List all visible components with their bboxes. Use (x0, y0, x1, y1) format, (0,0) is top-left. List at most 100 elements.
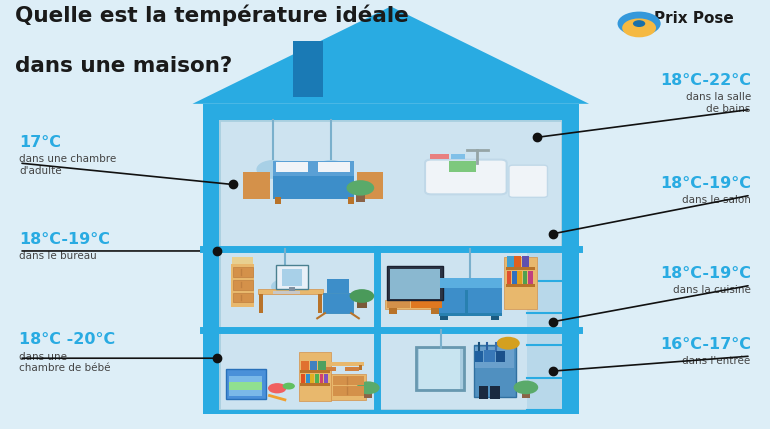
Circle shape (357, 381, 380, 394)
Bar (387, 301, 410, 308)
Circle shape (271, 279, 299, 294)
Bar (273, 161, 354, 176)
Bar (203, 410, 579, 414)
Bar (231, 264, 254, 307)
Bar (364, 391, 372, 398)
Bar (439, 278, 502, 288)
Text: 17°C: 17°C (19, 135, 62, 150)
Text: 16°C-17°C: 16°C-17°C (660, 337, 751, 352)
Bar (449, 161, 476, 172)
Bar (387, 266, 443, 300)
Bar (512, 271, 517, 284)
Bar (517, 271, 522, 284)
Bar (226, 369, 266, 399)
Bar (320, 362, 364, 366)
FancyBboxPatch shape (509, 165, 547, 197)
Text: dans le bureau: dans le bureau (19, 251, 97, 261)
Bar (479, 386, 488, 399)
Bar (293, 41, 323, 97)
Text: 18°C -20°C: 18°C -20°C (19, 332, 116, 347)
Circle shape (633, 20, 645, 27)
Bar (419, 349, 460, 389)
Bar (562, 104, 579, 410)
Bar (233, 293, 253, 302)
Circle shape (346, 180, 374, 196)
Bar (474, 345, 516, 397)
Circle shape (314, 160, 348, 179)
Bar (229, 382, 262, 390)
Bar (416, 347, 464, 390)
Bar (327, 279, 349, 293)
Bar (310, 374, 314, 383)
Bar (523, 271, 527, 284)
Bar (324, 374, 328, 383)
Bar (322, 367, 336, 371)
Bar (522, 256, 529, 267)
Bar (411, 301, 442, 308)
Bar (440, 316, 448, 320)
Bar (439, 288, 502, 314)
Bar (507, 256, 514, 267)
Bar (299, 352, 331, 401)
Bar (322, 365, 325, 370)
Bar (439, 313, 502, 316)
Text: 18°C-19°C: 18°C-19°C (19, 232, 110, 247)
Bar (273, 161, 354, 199)
Text: dans l'entrée: dans l'entrée (682, 356, 751, 366)
Bar (320, 374, 323, 383)
Bar (506, 267, 535, 270)
Bar (357, 172, 383, 199)
Bar (333, 386, 364, 396)
Bar (359, 365, 362, 370)
Circle shape (497, 337, 520, 350)
Bar (310, 361, 317, 370)
Bar (259, 294, 263, 313)
Bar (451, 154, 465, 159)
Circle shape (456, 279, 484, 294)
Bar (465, 290, 468, 313)
Bar (507, 271, 511, 284)
Bar (357, 299, 367, 308)
Bar (522, 391, 530, 398)
Bar (323, 293, 353, 313)
Bar (233, 267, 253, 277)
Circle shape (268, 383, 286, 393)
Bar (219, 120, 562, 410)
Bar (496, 351, 505, 362)
Bar (348, 197, 354, 204)
Circle shape (622, 18, 656, 37)
Bar (475, 347, 514, 368)
Bar (491, 316, 499, 320)
Bar (333, 376, 364, 385)
Text: dans la cuisine: dans la cuisine (673, 285, 751, 295)
Bar (431, 308, 439, 314)
Bar (490, 386, 500, 399)
Text: 18°C-22°C: 18°C-22°C (660, 73, 751, 88)
Bar (275, 197, 281, 204)
Bar (356, 193, 365, 202)
Text: dans le salon: dans le salon (682, 195, 751, 205)
Bar (203, 104, 219, 410)
Bar (282, 269, 302, 286)
Bar (301, 361, 309, 370)
Text: 18°C-19°C: 18°C-19°C (660, 176, 751, 191)
Bar (315, 374, 319, 383)
Bar (229, 376, 262, 396)
Text: dans une maison?: dans une maison? (15, 56, 233, 76)
Bar (385, 300, 447, 309)
Text: Quelle est la température idéale: Quelle est la température idéale (15, 4, 409, 26)
Bar (390, 269, 440, 299)
Bar (232, 257, 253, 264)
Bar (331, 374, 366, 400)
Bar (289, 287, 295, 291)
Text: dans la salle
de bains: dans la salle de bains (685, 92, 751, 114)
Bar (276, 265, 308, 289)
Bar (528, 271, 533, 284)
Polygon shape (192, 6, 589, 104)
Bar (233, 280, 253, 290)
Circle shape (514, 381, 538, 394)
Bar (506, 284, 535, 287)
Bar (318, 162, 350, 172)
Bar (301, 374, 305, 383)
Bar (306, 374, 310, 383)
